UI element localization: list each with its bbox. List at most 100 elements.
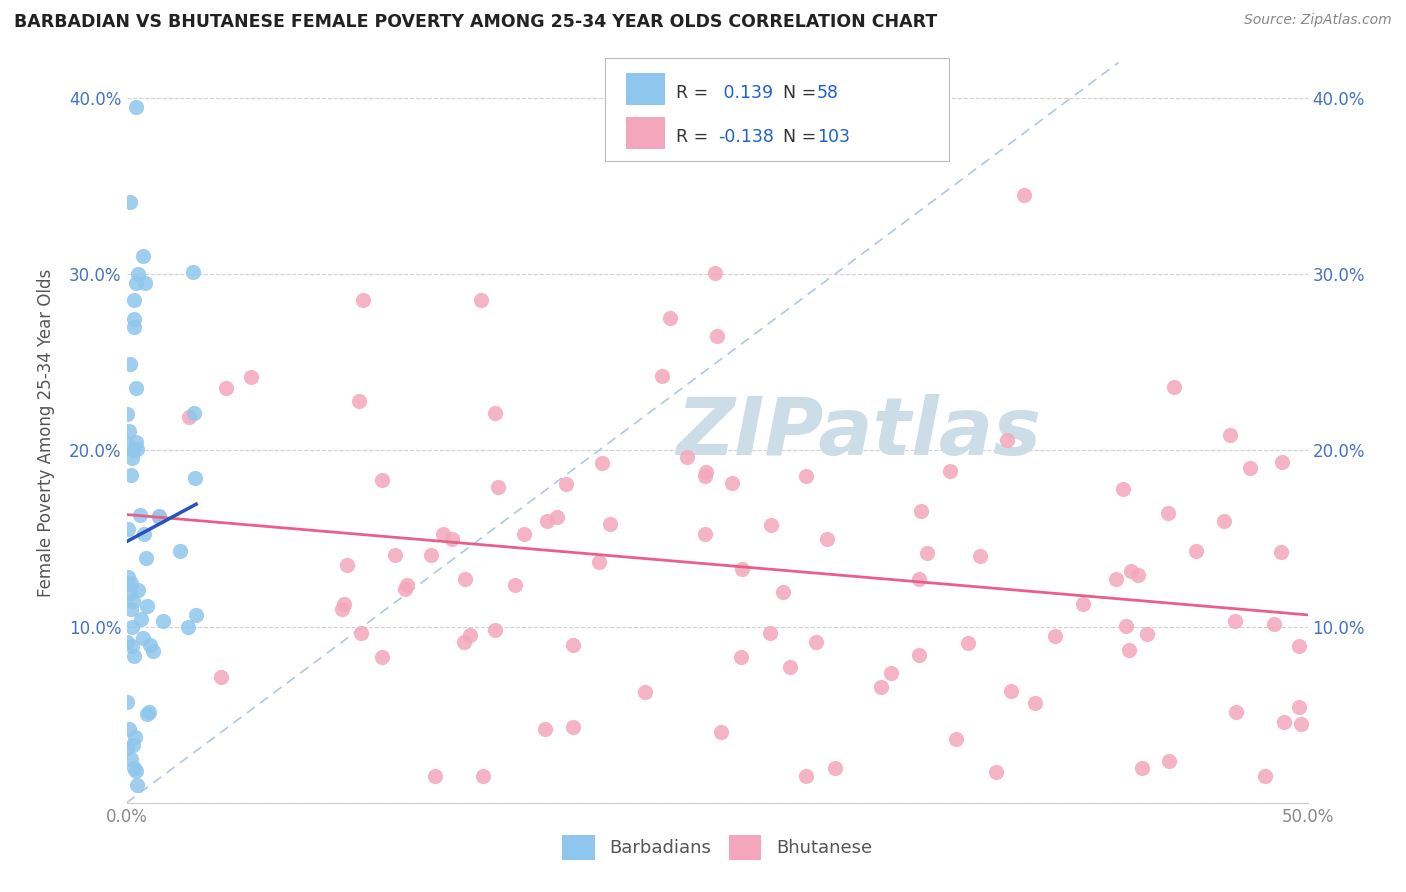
Point	[115, 436, 138, 450]
Point	[118, 194, 141, 209]
Point	[1105, 572, 1128, 586]
Point	[125, 276, 148, 290]
Point	[120, 575, 142, 590]
Point	[1126, 568, 1149, 582]
Point	[794, 469, 817, 483]
Point	[132, 526, 155, 541]
Point	[730, 650, 752, 665]
Point	[350, 626, 373, 640]
Point	[1219, 428, 1241, 442]
Point	[122, 739, 145, 753]
Text: N =: N =	[783, 128, 823, 146]
Point	[957, 636, 980, 650]
Point	[880, 665, 903, 680]
Point	[121, 639, 143, 653]
Point	[183, 406, 205, 420]
Point	[118, 722, 141, 736]
Point	[122, 649, 145, 664]
Text: ZIPatlas: ZIPatlas	[676, 393, 1042, 472]
Point	[124, 381, 146, 395]
Point	[124, 434, 146, 449]
Point	[1271, 455, 1294, 469]
Point	[117, 408, 139, 422]
Point	[125, 99, 148, 113]
Point	[721, 475, 744, 490]
Point	[125, 442, 148, 456]
Point	[995, 433, 1018, 447]
Point	[939, 464, 962, 478]
Point	[432, 527, 454, 541]
Point	[371, 473, 394, 487]
Point	[142, 644, 165, 658]
Point	[148, 510, 170, 524]
Point	[908, 572, 931, 586]
Point	[534, 723, 557, 737]
Point	[122, 594, 145, 608]
Point	[122, 319, 145, 334]
Point	[352, 293, 374, 308]
Point	[117, 570, 139, 584]
Point	[148, 508, 170, 523]
Point	[121, 443, 143, 458]
Point	[453, 634, 475, 648]
Point	[675, 450, 697, 465]
Point	[384, 548, 406, 562]
Point	[458, 627, 481, 641]
Point	[135, 706, 157, 721]
Point	[536, 514, 558, 528]
Point	[184, 607, 207, 622]
Point	[513, 527, 536, 541]
Point	[910, 504, 932, 518]
Point	[132, 249, 155, 263]
Point	[121, 451, 143, 466]
Legend: Barbadians, Bhutanese: Barbadians, Bhutanese	[562, 835, 872, 861]
Point	[1115, 619, 1137, 633]
Point	[710, 725, 733, 739]
Point	[453, 572, 475, 586]
Point	[125, 764, 148, 778]
Text: 103: 103	[817, 128, 849, 146]
Text: -0.138: -0.138	[718, 128, 775, 146]
Point	[120, 467, 142, 482]
Point	[815, 532, 838, 546]
Point	[772, 584, 794, 599]
Point	[693, 527, 716, 541]
Point	[117, 695, 139, 709]
Point	[120, 358, 142, 372]
Point	[1121, 564, 1143, 578]
Point	[1024, 696, 1046, 710]
Point	[125, 778, 148, 792]
Point	[588, 555, 610, 569]
Point	[120, 601, 142, 615]
Point	[651, 369, 673, 384]
Point	[177, 620, 200, 634]
Point	[135, 551, 157, 566]
Point	[419, 549, 441, 563]
Point	[870, 680, 893, 694]
Point	[215, 382, 238, 396]
Point	[1274, 715, 1296, 730]
Point	[138, 638, 160, 652]
Point	[1239, 460, 1261, 475]
Point	[118, 425, 141, 439]
Point	[131, 631, 153, 645]
Point	[695, 465, 717, 479]
Point	[1071, 597, 1094, 611]
Point	[127, 583, 149, 598]
Point	[915, 547, 938, 561]
Point	[1136, 627, 1159, 641]
Point	[122, 293, 145, 308]
Point	[1225, 615, 1247, 629]
Point	[1254, 769, 1277, 783]
Point	[471, 769, 494, 783]
Point	[117, 523, 139, 537]
Point	[209, 670, 232, 684]
Point	[152, 614, 174, 628]
Point	[969, 549, 991, 563]
Point	[1270, 544, 1292, 558]
Text: 0.139: 0.139	[718, 84, 773, 103]
Point	[239, 369, 262, 384]
Point	[486, 480, 509, 494]
Point	[138, 705, 160, 719]
Point	[779, 660, 801, 674]
